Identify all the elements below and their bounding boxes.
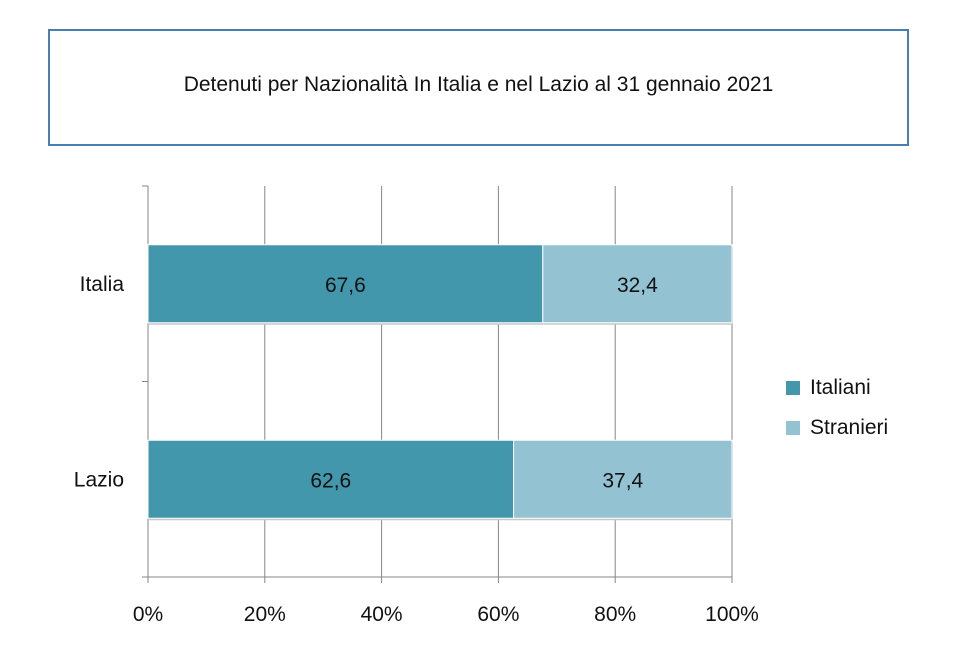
x-tick-labels: 0% 20% 40% 60% 80% 100% (133, 603, 759, 626)
x-tick-label: 60% (477, 603, 519, 626)
chart-title: Detenuti per Nazionalità In Italia e nel… (183, 72, 774, 96)
x-tick-label: 100% (705, 603, 759, 626)
legend-swatch-italiani (786, 381, 800, 395)
legend-item-stranieri: Stranieri (786, 408, 888, 448)
x-tick-label: 20% (244, 603, 286, 626)
legend: Italiani Stranieri (786, 368, 888, 448)
y-category-label: Lazio (74, 468, 124, 491)
legend-item-italiani: Italiani (786, 368, 888, 408)
y-category-label: Italia (80, 273, 125, 296)
data-label: 32,4 (617, 274, 658, 297)
data-label: 67,6 (325, 274, 366, 297)
x-tick-label: 80% (594, 603, 636, 626)
data-label: 62,6 (310, 469, 351, 492)
legend-label-italiani: Italiani (810, 376, 871, 399)
legend-label-stranieri: Stranieri (810, 416, 889, 439)
bar-stranieri-lazio (513, 439, 733, 519)
x-tick-label: 0% (133, 603, 163, 626)
y-category-labels: Italia Lazio (74, 273, 125, 492)
bar-italiani-lazio (147, 439, 515, 519)
legend-swatch-stranieri (786, 421, 800, 435)
bar-stranieri-italia (542, 244, 733, 324)
x-tick-label: 40% (361, 603, 403, 626)
data-label: 37,4 (602, 469, 643, 492)
bar-italiani-italia (147, 244, 544, 324)
chart-title-box: Detenuti per Nazionalità In Italia e nel… (48, 29, 909, 146)
bars: 67,6 32,4 62,6 37,4 (147, 244, 733, 521)
